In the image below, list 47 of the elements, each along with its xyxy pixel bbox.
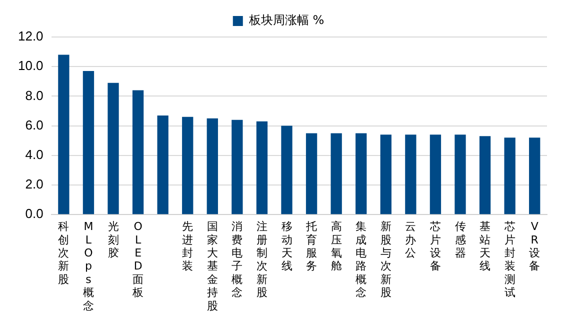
bar <box>356 133 367 214</box>
x-tick-label: 集成电路概念 <box>356 220 367 300</box>
bar <box>430 134 442 214</box>
x-tick-label: 高压氧舱 <box>330 220 342 273</box>
bar <box>132 90 144 214</box>
bar <box>58 54 70 214</box>
bar <box>256 121 268 214</box>
x-tick-label: 托育服务 <box>305 220 318 273</box>
bar <box>454 134 466 214</box>
x-tick-label: 光刻胶 <box>108 220 119 260</box>
x-tick-label: 消费电子概念 <box>232 220 243 300</box>
x-tick-label: 传感器 <box>454 220 466 260</box>
bar <box>504 138 516 214</box>
bar <box>306 133 318 214</box>
x-tick-label: OLED面板 <box>132 220 144 300</box>
y-tick-label: 4.0 <box>25 146 44 162</box>
bar <box>405 134 416 214</box>
x-tick-label: 国家大基金持股 <box>206 220 218 312</box>
bar <box>232 120 243 214</box>
bar <box>206 118 218 214</box>
bar <box>182 116 194 214</box>
bar <box>108 82 119 214</box>
y-tick-label: 2.0 <box>25 176 44 192</box>
x-tick-label: 芯片设备 <box>428 220 441 273</box>
x-tick-label: 先进封装 <box>182 220 194 273</box>
x-tick-label: 科创次新股 <box>58 220 70 286</box>
legend-label: 板块周涨幅 % <box>248 13 324 28</box>
bar <box>529 138 540 214</box>
x-tick-label: 基站天线 <box>480 220 491 273</box>
bar <box>380 134 392 214</box>
bar <box>157 115 168 214</box>
x-tick-label: MLOps概念 <box>82 220 94 312</box>
y-tick-label: 6.0 <box>25 117 44 132</box>
bar <box>330 133 342 214</box>
x-tick-label: 注册制次新股 <box>256 220 268 300</box>
y-tick-label: 8.0 <box>25 88 44 103</box>
x-tick-label: 芯片封装测试 <box>503 220 516 300</box>
y-tick-label: 10.0 <box>18 58 44 74</box>
y-tick-label: 0.0 <box>25 206 44 222</box>
bar <box>82 71 94 214</box>
y-tick-label: 12.0 <box>18 28 44 44</box>
x-tick-label: VR设备 <box>529 220 540 273</box>
x-tick-label: 云办公 <box>405 220 416 260</box>
bar <box>281 126 292 214</box>
x-tick-label: 移动天线 <box>281 220 292 273</box>
x-tick-label: 新股与次新股 <box>380 220 392 300</box>
bar <box>479 136 491 214</box>
